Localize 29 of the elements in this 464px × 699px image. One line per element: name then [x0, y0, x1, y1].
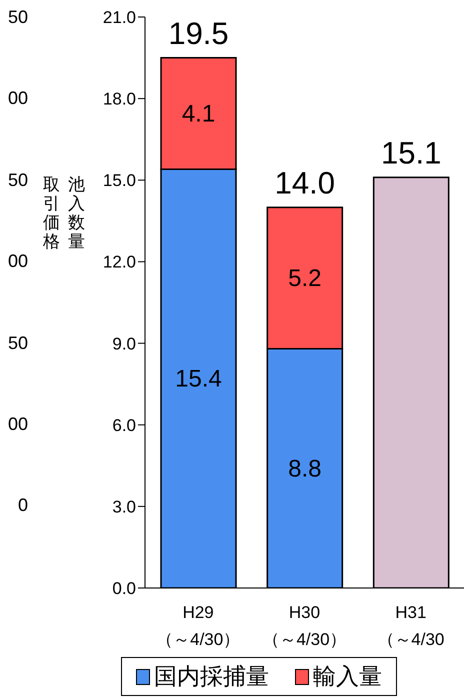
total-label: 19.5 [168, 16, 229, 51]
text: 50 [8, 332, 28, 354]
text: 00 [8, 250, 28, 272]
y-tick-label: 6.0 [112, 416, 136, 435]
y-tick-label: 15.0 [102, 171, 136, 190]
text: 00 [8, 413, 28, 435]
text: 0 [18, 494, 28, 516]
y-tick-label: 21.0 [102, 8, 136, 28]
y-tick-label: 0.0 [112, 579, 136, 598]
y-tick-label: 9.0 [112, 334, 136, 354]
x-tick-label: H29 （～4/30） [156, 603, 240, 649]
x-tick-label: H30 （～4/30） [262, 603, 347, 649]
total-label: 15.1 [380, 135, 442, 170]
y2-axis-title: 取引価格 [43, 175, 61, 251]
total-label: 14.0 [274, 165, 336, 200]
y-tick-label: 18.0 [102, 90, 136, 109]
x-tick-label: H31 （～4/30 [377, 603, 444, 649]
data-label: 15.4 [175, 366, 222, 393]
text: 50 [8, 168, 28, 191]
legend-label: 輸入量 [312, 662, 382, 691]
data-label: 5.2 [288, 265, 322, 292]
y-axis-title: 池入数量 [68, 175, 86, 251]
y-tick-label: 12.0 [102, 252, 136, 272]
y-tick-label: 3.0 [112, 497, 136, 516]
data-label: 4.1 [182, 100, 216, 128]
text: 00 [8, 87, 28, 110]
data-label: 8.8 [288, 455, 322, 482]
legend-label: 国内採捕量 [153, 662, 269, 691]
text: 50 [8, 6, 28, 28]
